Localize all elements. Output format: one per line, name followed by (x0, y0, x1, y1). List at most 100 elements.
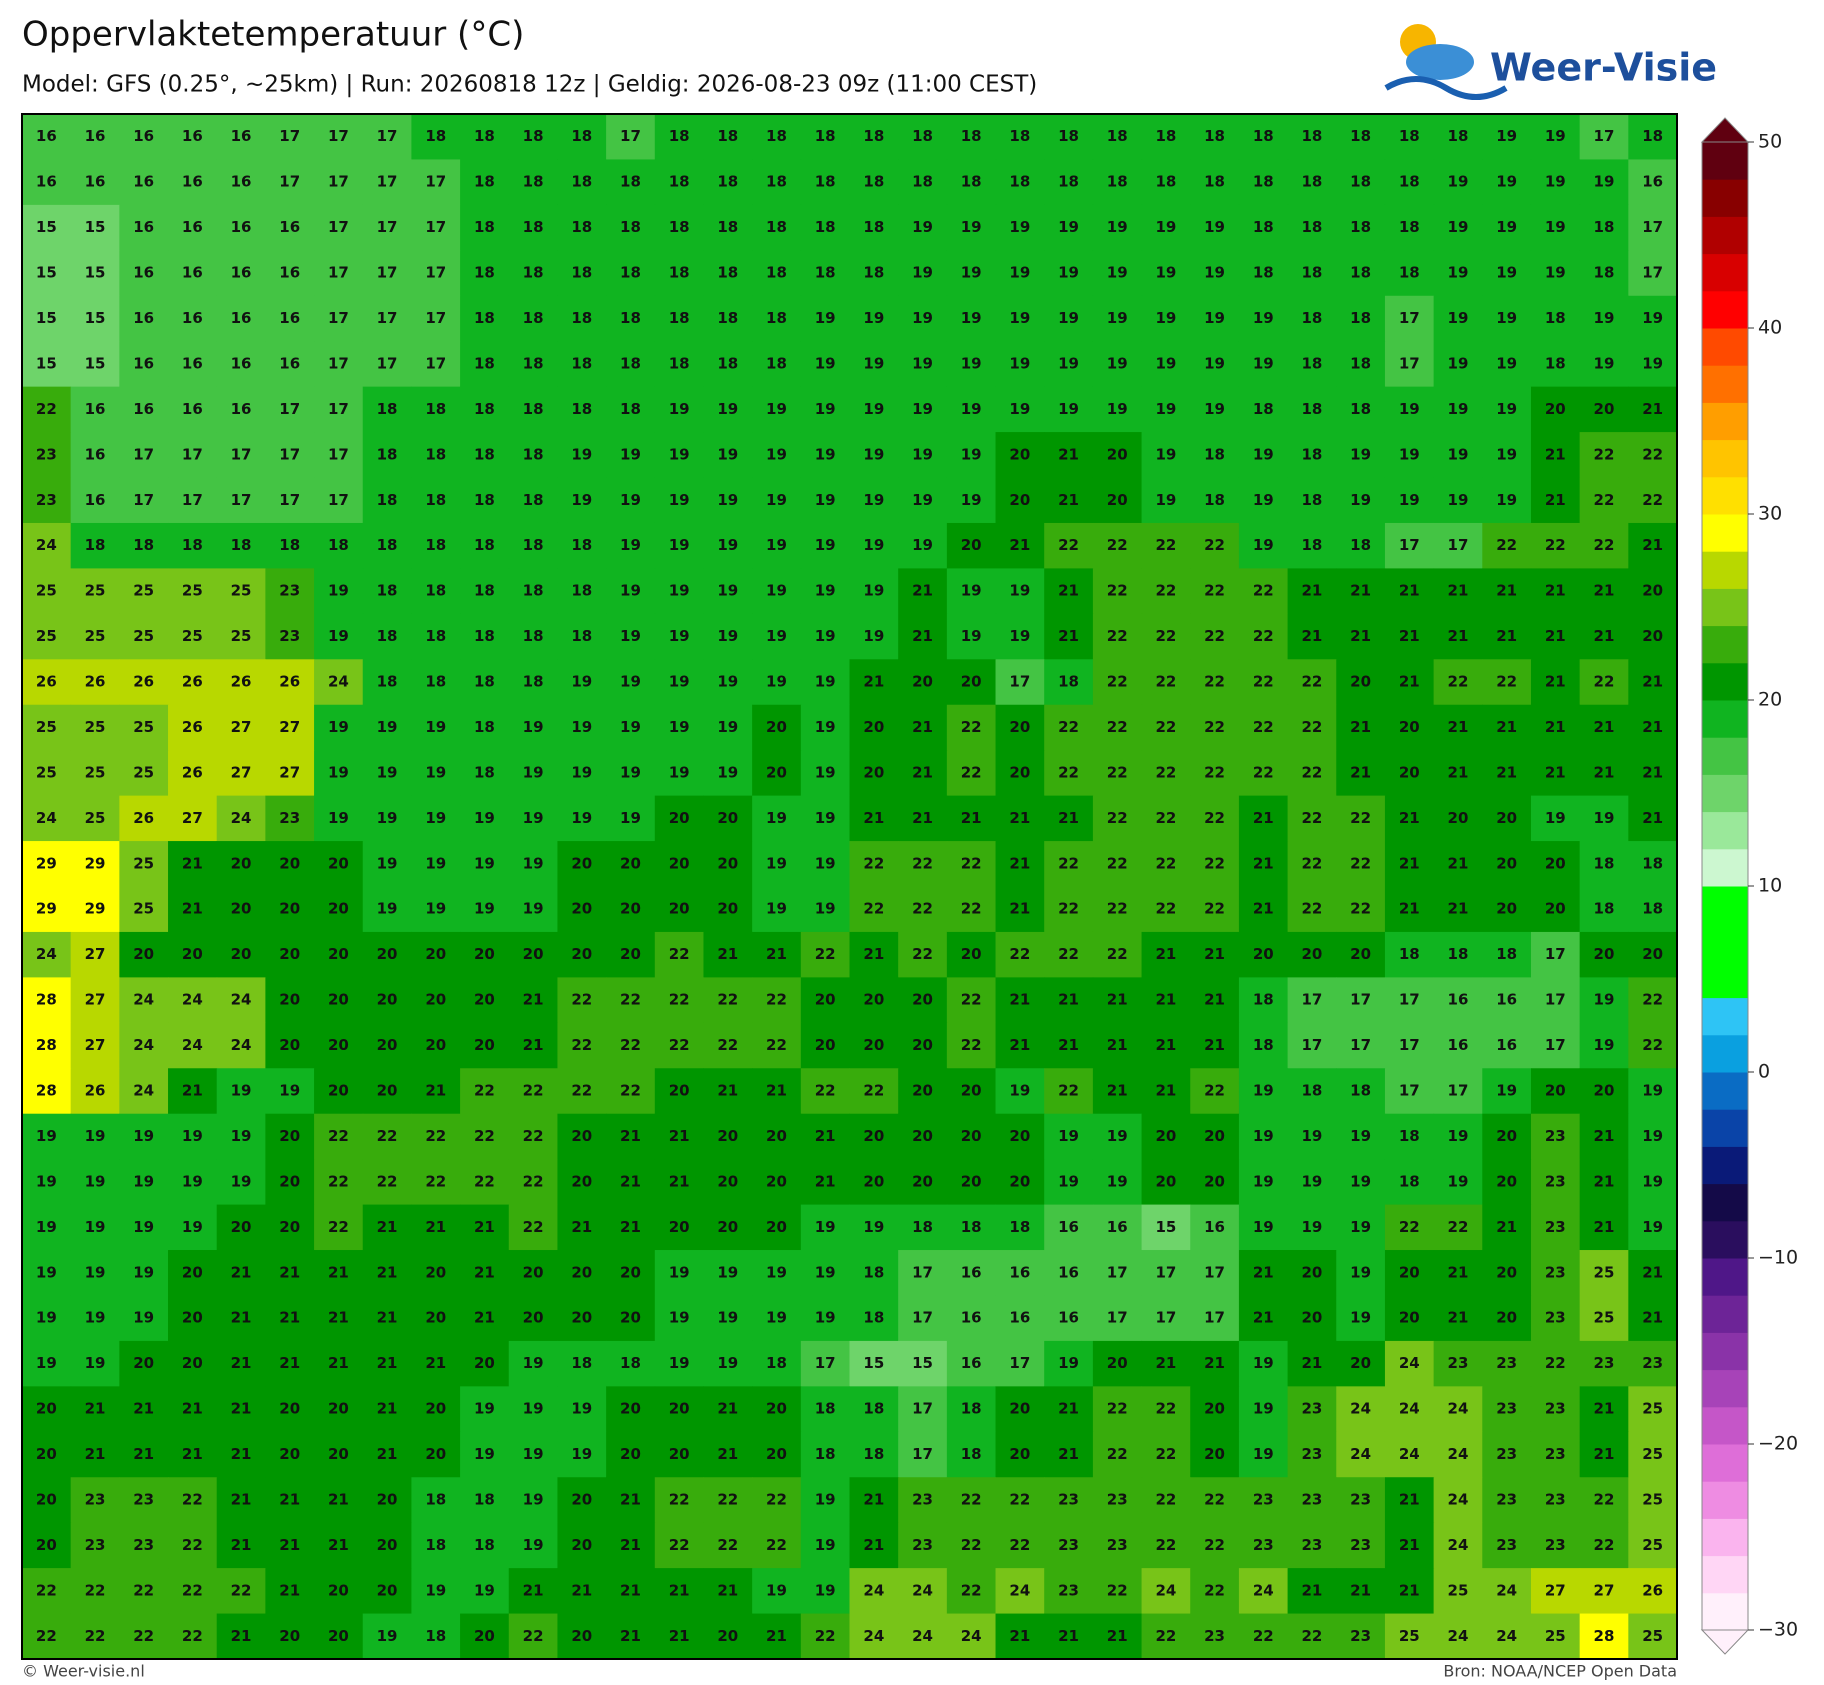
temperature-cell (216, 1068, 266, 1115)
temperature-cell (898, 250, 948, 297)
temperature-cell (849, 1295, 899, 1342)
temperature-label: 27 (85, 991, 106, 1009)
temperature-label: 21 (863, 1490, 884, 1508)
temperature-cell (1238, 1386, 1289, 1433)
temperature-cell (22, 1431, 72, 1478)
temperature-cell (1628, 1113, 1678, 1160)
temperature-label: 16 (231, 354, 252, 372)
temperature-label: 24 (863, 1627, 884, 1645)
temperature-cell (216, 1204, 266, 1251)
temperature-label: 23 (1545, 1490, 1566, 1508)
temperature-cell (946, 295, 997, 342)
temperature-cell (508, 114, 558, 160)
temperature-cell (1433, 1022, 1483, 1069)
temperature-cell (216, 704, 266, 751)
temperature-cell (703, 1022, 753, 1069)
temperature-label: 19 (717, 1309, 738, 1327)
temperature-cell (216, 886, 266, 933)
temperature-cell (314, 886, 364, 933)
temperature-cell (654, 204, 704, 251)
temperature-cell (606, 1204, 656, 1251)
temperature-cell (1384, 1522, 1435, 1569)
temperature-cell (411, 250, 461, 297)
temperature-label: 18 (523, 400, 544, 418)
temperature-cell (1092, 1113, 1143, 1160)
temperature-label: 20 (961, 1081, 982, 1099)
temperature-label: 20 (571, 945, 592, 963)
temperature-label: 16 (36, 127, 57, 145)
temperature-cell (703, 704, 753, 751)
temperature-cell (1141, 1431, 1191, 1478)
temperature-cell (946, 977, 997, 1024)
temperature-cell (752, 1386, 802, 1433)
temperature-label: 18 (523, 264, 544, 282)
temperature-cell (849, 977, 899, 1024)
temperature-cell (752, 1250, 802, 1296)
temperature-label: 18 (474, 718, 495, 736)
temperature-label: 19 (1107, 264, 1128, 282)
temperature-label: 21 (1009, 809, 1030, 827)
temperature-cell (216, 795, 266, 842)
temperature-label: 19 (182, 1172, 203, 1190)
temperature-cell (22, 1159, 72, 1206)
temperature-cell (265, 250, 315, 297)
temperature-label: 19 (1204, 354, 1225, 372)
temperature-cell (557, 1477, 607, 1524)
temperature-cell (849, 159, 899, 206)
temperature-label: 18 (377, 536, 398, 554)
temperature-label: 20 (669, 1218, 690, 1236)
temperature-cell (411, 977, 461, 1024)
temperature-cell (898, 1204, 948, 1251)
temperature-cell (557, 1340, 607, 1387)
temperature-cell (1482, 204, 1532, 251)
temperature-label: 22 (1155, 1627, 1176, 1645)
temperature-label: 18 (474, 264, 495, 282)
temperature-label: 19 (85, 1218, 106, 1236)
temperature-label: 22 (1107, 809, 1128, 827)
temperature-label: 19 (669, 582, 690, 600)
temperature-cell (1141, 659, 1191, 706)
temperature-cell (849, 613, 899, 660)
temperature-label: 22 (328, 1127, 349, 1145)
temperature-label: 21 (1253, 854, 1274, 872)
temperature-cell (703, 477, 753, 524)
temperature-label: 18 (717, 218, 738, 236)
temperature-cell (508, 1431, 558, 1478)
temperature-label: 18 (1107, 127, 1128, 145)
temperature-label: 17 (1301, 1036, 1322, 1054)
temperature-cell (1287, 1613, 1337, 1660)
temperature-cell (1433, 295, 1483, 342)
temperature-cell (265, 114, 315, 160)
temperature-label: 21 (1253, 1263, 1274, 1281)
temperature-label: 18 (425, 1627, 446, 1645)
temperature-label: 23 (85, 1490, 106, 1508)
temperature-cell (508, 386, 558, 433)
temperature-label: 19 (1253, 1218, 1274, 1236)
temperature-cell (849, 795, 899, 842)
temperature-cell (1433, 432, 1483, 479)
temperature-cell (70, 341, 120, 388)
temperature-label: 20 (669, 900, 690, 918)
temperature-label: 19 (1155, 445, 1176, 463)
temperature-cell (1433, 1113, 1483, 1160)
temperature-cell (752, 159, 802, 206)
temperature-cell (314, 1295, 364, 1342)
temperature-cell (216, 659, 266, 706)
temperature-label: 17 (328, 354, 349, 372)
temperature-label: 20 (425, 1309, 446, 1327)
temperature-cell (1190, 1340, 1240, 1387)
temperature-label: 22 (182, 1627, 203, 1645)
temperature-cell (995, 568, 1045, 615)
temperature-cell (168, 1522, 218, 1569)
temperature-label: 17 (1545, 1036, 1566, 1054)
temperature-cell (1141, 750, 1191, 797)
temperature-label: 16 (85, 445, 106, 463)
temperature-label: 20 (1399, 763, 1420, 781)
temperature-label: 19 (961, 218, 982, 236)
temperature-label: 20 (1496, 1172, 1517, 1190)
temperature-label: 19 (912, 536, 933, 554)
temperature-cell (1433, 1204, 1483, 1251)
temperature-cell (411, 1522, 461, 1569)
temperature-label: 25 (36, 627, 57, 645)
temperature-cell (654, 750, 704, 797)
